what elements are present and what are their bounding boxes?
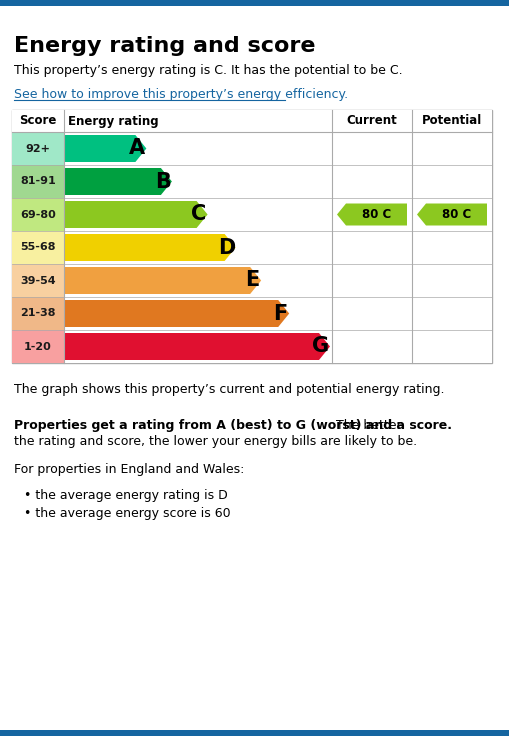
Bar	[64, 165, 331, 198]
Text: 55-68: 55-68	[20, 242, 55, 252]
Bar	[64, 297, 331, 330]
Text: Energy rating: Energy rating	[68, 115, 158, 127]
Text: 21-38: 21-38	[20, 308, 55, 319]
Text: The better: The better	[331, 419, 401, 432]
Text: G: G	[312, 336, 329, 356]
Text: 1-20: 1-20	[24, 342, 52, 352]
Polygon shape	[64, 300, 289, 327]
Text: B: B	[155, 171, 171, 191]
Bar	[64, 330, 331, 363]
Polygon shape	[64, 234, 235, 261]
Polygon shape	[64, 201, 207, 228]
Bar	[0, 0, 509, 6]
Polygon shape	[64, 168, 172, 195]
Text: 80 C: 80 C	[441, 208, 470, 221]
Bar	[12, 198, 64, 231]
Text: Score: Score	[19, 115, 56, 127]
Bar	[12, 330, 64, 363]
Text: The graph shows this property’s current and potential energy rating.: The graph shows this property’s current …	[14, 383, 444, 396]
Bar	[12, 132, 64, 165]
Polygon shape	[416, 203, 486, 225]
Bar	[12, 297, 64, 330]
Bar	[64, 264, 331, 297]
Text: See how to improve this property’s energy efficiency.: See how to improve this property’s energ…	[14, 88, 348, 101]
Bar	[12, 110, 491, 132]
Text: Current: Current	[346, 115, 397, 127]
Text: 80 C: 80 C	[361, 208, 390, 221]
Text: This property’s energy rating is C. It has the potential to be C.: This property’s energy rating is C. It h…	[14, 64, 402, 77]
Polygon shape	[64, 267, 261, 294]
Text: 81-91: 81-91	[20, 177, 56, 186]
Bar	[331, 231, 491, 264]
Polygon shape	[64, 135, 146, 162]
Text: Properties get a rating from A (best) to G (worst) and a score.: Properties get a rating from A (best) to…	[14, 419, 451, 432]
Bar	[331, 198, 491, 231]
Bar	[12, 110, 491, 363]
Polygon shape	[336, 203, 406, 225]
Text: C: C	[190, 205, 206, 224]
Text: Potential: Potential	[421, 115, 481, 127]
Text: Energy rating and score: Energy rating and score	[14, 36, 315, 56]
Bar	[331, 330, 491, 363]
Bar	[12, 165, 64, 198]
Text: 92+: 92+	[25, 144, 50, 154]
Text: For properties in England and Wales:: For properties in England and Wales:	[14, 463, 244, 476]
Bar	[0, 730, 509, 736]
Polygon shape	[64, 333, 329, 360]
Bar	[64, 198, 331, 231]
Text: 39-54: 39-54	[20, 275, 55, 286]
Text: • the average energy score is 60: • the average energy score is 60	[24, 507, 230, 520]
Bar	[12, 231, 64, 264]
Text: 69-80: 69-80	[20, 210, 56, 219]
Bar	[64, 132, 331, 165]
Text: F: F	[272, 303, 287, 324]
Bar	[331, 132, 491, 165]
Text: A: A	[129, 138, 145, 158]
Bar	[331, 264, 491, 297]
Text: • the average energy rating is D: • the average energy rating is D	[24, 489, 228, 502]
Bar	[64, 231, 331, 264]
Text: E: E	[244, 271, 259, 291]
Bar	[331, 165, 491, 198]
Text: D: D	[218, 238, 235, 258]
Bar	[12, 264, 64, 297]
Text: the rating and score, the lower your energy bills are likely to be.: the rating and score, the lower your ene…	[14, 435, 416, 448]
Bar	[331, 297, 491, 330]
